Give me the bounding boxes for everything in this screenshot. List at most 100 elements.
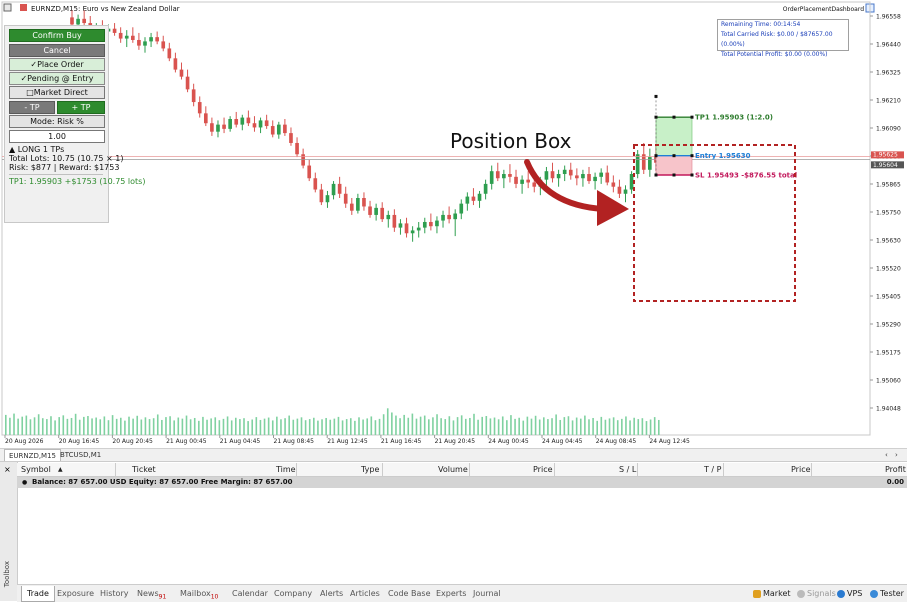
volume-bar [358,417,360,435]
tab-articles[interactable]: Articles [350,586,380,601]
order-placement-panel: Confirm Buy Cancel ✓Place Order ✓Pending… [4,25,145,223]
tab-mailbox[interactable]: Mailbox10 [180,586,218,601]
volume-bar [115,418,118,435]
tab-exposure[interactable]: Exposure [57,586,94,601]
candle-body [495,171,500,179]
candle-body [514,176,518,184]
candle-body [575,175,579,179]
candle-body [331,183,336,196]
signals-button[interactable]: Signals [797,586,836,601]
market-direct-label: Market Direct [33,88,88,97]
tab-news[interactable]: News91 [137,586,166,601]
minus-tp-button[interactable]: - TP [9,101,55,114]
col-type[interactable]: Type [361,465,380,474]
tab-history-label: History [100,589,129,598]
risk-input[interactable]: 1.00 [9,130,105,143]
candle-body [416,227,421,231]
vps-button[interactable]: VPS [837,586,862,601]
tab-experts[interactable]: Experts [436,586,466,601]
price-chart[interactable]: EURNZD,M15: Euro vs New Zealand Dollar O… [0,0,907,448]
balance-row[interactable]: ● Balance: 87 657.00 USD Equity: 87 657.… [17,477,907,488]
volume-bar [325,417,327,435]
chart-menu-icon[interactable] [3,3,12,12]
col-sl[interactable]: S / L [619,465,637,474]
volume-bar [239,419,241,435]
pending-entry-label: Pending @ Entry [27,74,94,83]
volume-bar [259,419,262,435]
volume-bar [181,418,184,435]
col-time[interactable]: Time [276,465,296,474]
candle-body [623,189,628,194]
confirm-buy-button[interactable]: Confirm Buy [9,29,105,42]
volume-bar [210,418,212,435]
mode-selector[interactable]: Mode: Risk % [9,115,105,128]
volume-bar [234,417,237,435]
col-price-current[interactable]: Price [791,465,811,474]
market-direct-toggle[interactable]: □Market Direct [9,86,105,99]
trade-table-header: Symbol ▲ Ticket Time Type Volume Price S… [17,463,907,477]
candle-body [276,124,281,135]
drag-handle [690,154,694,158]
candle-body [222,124,226,129]
total-potential-profit: Total Potential Profit: $0.00 (0.00%) [721,51,828,58]
place-order-button[interactable]: ✓Place Order [9,58,105,71]
sl-zone [655,155,693,176]
volume-bar [156,414,159,435]
position-box[interactable]: TP1 1.95903 (1:2.0) Entry 1.95630 SL 1.954… [654,94,798,180]
market-button[interactable]: Market [753,586,791,601]
tab-code-base[interactable]: Code Base [388,586,431,601]
candle-body [240,117,245,125]
time-tick-label: 21 Aug 00:45 [166,438,207,445]
tab-articles-label: Articles [350,589,380,598]
scroll-right-icon[interactable]: › [895,451,898,459]
col-profit[interactable]: Profit [885,465,906,474]
total-carried-risk: Total Carried Risk: $0.00 / $87657.00 (0… [721,31,833,48]
cancel-button[interactable]: Cancel [9,44,105,57]
drag-handle [690,173,694,177]
indicator-name: OrderPlacementDashboard [783,6,864,13]
volume-bar [547,419,549,435]
volume-bar [575,417,578,435]
scroll-left-icon[interactable]: ‹ [885,451,888,459]
pending-entry-toggle[interactable]: ✓Pending @ Entry [9,72,105,85]
tab-company[interactable]: Company [274,586,312,601]
tp-zone [655,116,693,156]
col-tp[interactable]: T / P [704,465,722,474]
candle-body [380,207,385,220]
chart-tab-btcusd[interactable]: BTCUSD,M1 [60,451,102,459]
volume-bar [243,418,245,435]
plus-tp-button[interactable]: + TP [57,101,105,114]
candle-body [343,193,348,204]
col-ticket[interactable]: Ticket [132,465,156,474]
close-icon[interactable]: × [4,465,11,474]
tab-calendar[interactable]: Calendar [232,586,268,601]
candle-body [605,172,610,183]
chart-tab-eurnzd[interactable]: EURNZD,M15 [4,449,62,462]
candle-body [611,182,616,187]
chart-canvas[interactable]: EURNZD,M15: Euro vs New Zealand Dollar O… [0,0,907,448]
tab-alerts-label: Alerts [320,589,344,598]
risk-info-box: Remaining Time: 00:14:54 Total Carried R… [717,19,849,58]
tab-journal[interactable]: Journal [473,586,501,601]
col-symbol[interactable]: Symbol [21,465,51,474]
candle-body [435,220,439,227]
tab-history[interactable]: History [100,586,128,601]
candle-body [526,179,531,183]
col-volume[interactable]: Volume [438,465,468,474]
tester-icon [870,589,878,598]
candle-body [641,154,646,170]
sort-asc-icon[interactable]: ▲ [58,466,63,473]
volume-bar [608,418,611,435]
volume-bar [284,418,286,435]
col-price[interactable]: Price [533,465,553,474]
drag-handle [672,115,676,119]
time-tick-label: 21 Aug 16:45 [381,438,422,445]
volume-bar [386,408,389,435]
volume-bar [612,417,615,435]
candle-body [137,39,141,46]
volume-bar [107,420,110,435]
tab-alerts[interactable]: Alerts [320,586,343,601]
panel-divider [9,174,103,175]
chart-background [0,0,907,448]
tester-button[interactable]: Tester [870,586,904,601]
